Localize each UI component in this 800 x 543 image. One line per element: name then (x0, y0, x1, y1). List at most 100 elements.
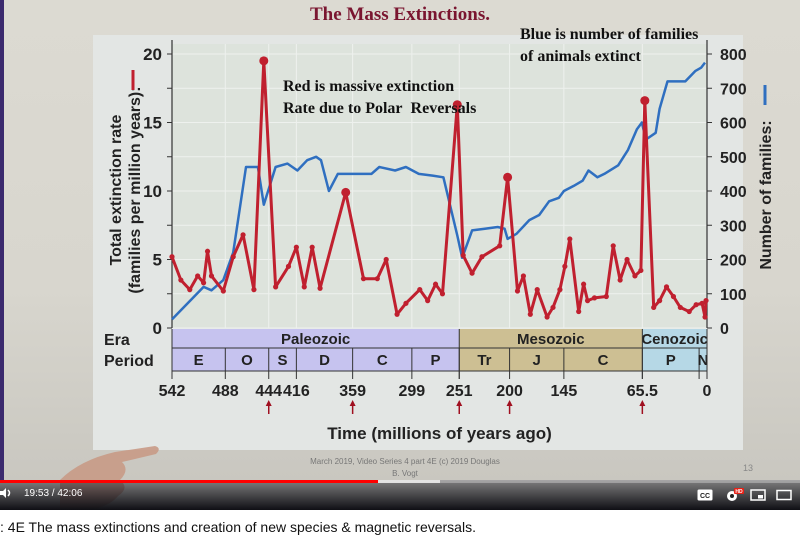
extinction-rate-marker (576, 308, 582, 315)
x-tick-label: 65.5 (627, 383, 658, 400)
extinction-rate-marker (544, 314, 550, 320)
video-title: : 4E The mass extinctions and creation o… (0, 519, 476, 535)
extinction-rate-marker (169, 254, 175, 260)
red-annotation: Red is massive extinction Rate due to Po… (283, 76, 476, 120)
era-label-paleozoic: Paleozoic (281, 331, 350, 348)
volume-icon[interactable] (0, 487, 14, 499)
x-tick-label: 145 (551, 383, 578, 400)
extinction-rate-marker (503, 172, 513, 182)
left-axis-label-line2: (families per million years): (127, 86, 144, 293)
extinction-rate-marker (374, 276, 380, 282)
extinction-rate-marker (610, 243, 616, 249)
video-player[interactable]: The Mass Extinctions. 0 5 10 15 20 0 100 200 300… (0, 0, 800, 510)
extinction-rate-marker (670, 293, 677, 300)
families-line (171, 61, 706, 321)
right-tick-label: 400 (720, 184, 747, 201)
period-label: Tr (477, 352, 491, 369)
blue-annotation-line2: of animals extinct (520, 48, 641, 65)
extinction-rate-marker (557, 287, 563, 293)
extinction-rate-marker (702, 314, 708, 320)
right-tick-label: 500 (720, 150, 747, 167)
extinction-rate-marker (617, 277, 623, 283)
extinction-rate-marker (469, 270, 475, 276)
extinction-rate-marker (520, 273, 527, 279)
extinction-rate-marker (251, 287, 257, 293)
buffered-bar (378, 480, 440, 483)
extinction-rate-marker (638, 267, 644, 274)
left-tick-label: 10 (143, 182, 162, 201)
right-tick-label: 200 (720, 253, 747, 270)
player-controls-bar (0, 480, 800, 510)
period-label: S (278, 352, 288, 369)
extinction-rate-marker (591, 295, 598, 301)
extinction-rate-marker (562, 263, 568, 269)
extinction-rate-marker (187, 287, 193, 293)
slide-title: The Mass Extinctions. (310, 4, 490, 25)
slide-footer-line2: B. Vogt (392, 469, 418, 478)
slide-page-number: 13 (743, 463, 754, 473)
extinction-rate-marker (240, 232, 246, 238)
left-axis-label-line1: Total extinction rate (108, 114, 125, 265)
extinction-rate-marker (497, 243, 503, 249)
extinction-rate-marker (677, 304, 683, 311)
x-tick-label: 359 (339, 383, 366, 400)
extinction-rate-marker (200, 280, 207, 286)
era-label-cenozoic: Cenozoic (641, 331, 708, 348)
extinction-rate-line (170, 59, 708, 319)
right-tick-label: 600 (720, 116, 747, 133)
miniplayer-icon[interactable] (750, 489, 766, 501)
right-tick-label: 100 (720, 287, 747, 304)
extinction-rate-marker (439, 291, 446, 297)
extinction-rate-marker (699, 300, 705, 306)
captions-icon[interactable]: CC (697, 489, 713, 501)
extinction-rate-marker (317, 285, 323, 291)
era-row-label: Era (104, 332, 130, 349)
right-tick-label: 0 (720, 321, 729, 338)
extinction-rate-marker (220, 288, 226, 294)
extinction-rate-marker (651, 304, 657, 311)
extinction-rate-marker (550, 304, 556, 311)
progress-bar[interactable] (0, 480, 800, 483)
blue-annotation: Blue is number of families of animals ex… (520, 24, 698, 68)
extinction-rate-marker (581, 281, 587, 287)
extinction-rate-marker (178, 277, 184, 283)
era-band-mesozoic (459, 329, 643, 371)
extinction-rate-marker (693, 302, 699, 308)
time-display: 19:53 / 42:06 (24, 488, 83, 499)
extinction-rate-marker (273, 284, 279, 290)
period-label: C (598, 352, 609, 369)
left-tick-label: 15 (143, 114, 162, 133)
red-annotation-line2a: Rate due to Polar (283, 100, 403, 117)
x-tick-label: 542 (159, 383, 186, 400)
period-label: D (319, 352, 330, 369)
period-row-label: Period (104, 353, 154, 370)
extinction-rate-marker (479, 254, 485, 260)
extinction-rate-marker (584, 298, 591, 304)
mass-extinction-arrowhead (506, 400, 513, 406)
extinction-rate-marker (285, 263, 292, 269)
red-annotation-line1: Red is massive extinction (283, 78, 455, 95)
extinction-rate-marker (301, 284, 307, 290)
extinction-rate-marker (425, 298, 431, 304)
era-band-cenozoic (642, 329, 707, 371)
period-label: E (194, 352, 204, 369)
extinction-rate-marker (514, 288, 521, 294)
extinction-rate-marker (403, 300, 409, 306)
period-label: J (533, 352, 541, 369)
svg-text:CC: CC (700, 493, 710, 500)
theater-mode-icon[interactable] (776, 489, 792, 501)
extinction-rate-marker (230, 254, 236, 260)
extinction-rate-marker (309, 244, 315, 250)
left-tick-label: 0 (153, 319, 162, 338)
extinction-rate-marker (527, 311, 533, 317)
period-label: P (666, 352, 676, 369)
extinction-rate-marker (460, 252, 466, 258)
right-axis-label: Number of families: (758, 120, 775, 269)
extinction-rate-marker (663, 284, 670, 290)
extinction-rate-marker (383, 256, 389, 263)
extinction-rate-marker (195, 273, 201, 279)
extinction-rate-marker (360, 276, 367, 282)
extinction-rate-marker (703, 298, 709, 304)
settings-gear-icon[interactable]: HD (725, 487, 745, 503)
